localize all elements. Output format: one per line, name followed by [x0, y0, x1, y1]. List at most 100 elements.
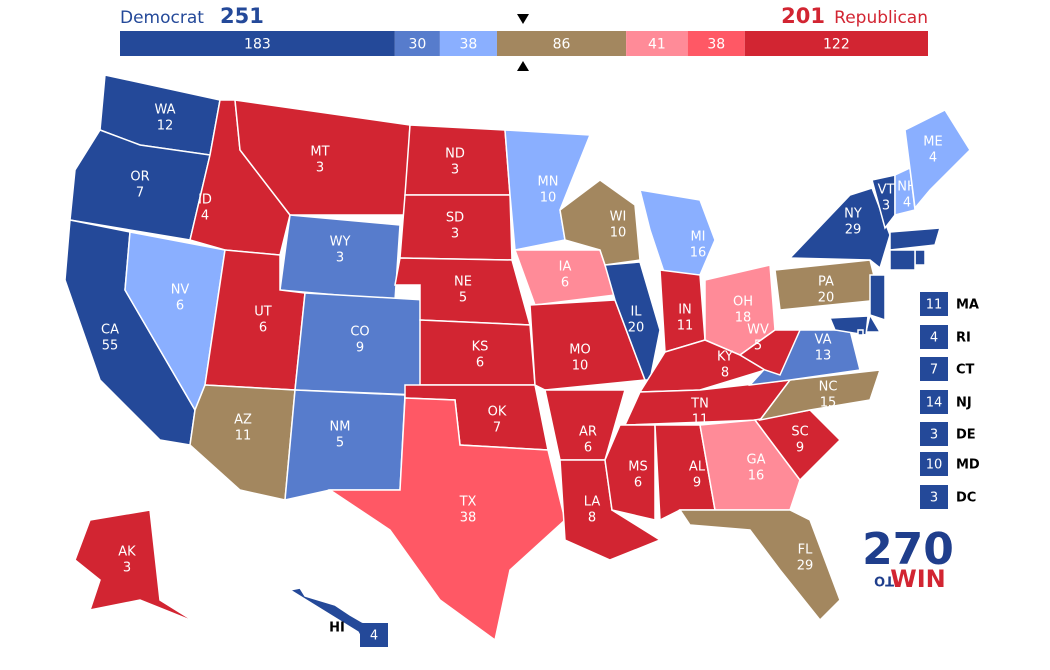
state-abbr: LA — [584, 495, 601, 510]
state-abbr: RI — [956, 331, 971, 346]
midpoint-marker — [517, 14, 529, 24]
state-abbr: OH — [733, 295, 753, 310]
state-abbr: UT — [254, 305, 272, 320]
dem-label: Democrat — [120, 8, 204, 28]
state-votes: 18 — [735, 311, 752, 326]
state-votes: 4 — [930, 331, 938, 346]
logo-number: 270 — [862, 524, 954, 575]
logo: 270 TO WIN — [862, 524, 954, 593]
state-votes: 9 — [356, 341, 364, 356]
state-votes: 20 — [818, 291, 835, 306]
rep-label: Republican — [834, 8, 928, 28]
state-votes: 10 — [610, 226, 627, 241]
state-abbr: CO — [350, 325, 369, 340]
bar-segment-label: 183 — [244, 37, 271, 53]
state-abbr: AR — [579, 425, 597, 440]
state-abbr: WY — [330, 235, 351, 250]
state-votes: 15 — [820, 396, 837, 411]
state-abbr: MO — [569, 343, 590, 358]
state-votes: 29 — [845, 223, 862, 238]
state-votes: 11 — [692, 413, 709, 428]
bar-segment — [687, 31, 745, 56]
state-votes: 3 — [316, 161, 324, 176]
state-votes: 20 — [628, 321, 645, 336]
state — [234, 99, 411, 216]
state-abbr: WV — [747, 323, 769, 338]
state-box — [920, 485, 948, 509]
state-votes: 3 — [930, 428, 938, 443]
state-votes: 10 — [926, 458, 943, 473]
state — [788, 187, 891, 270]
logo-to: TO — [874, 573, 894, 588]
state-votes: 8 — [588, 511, 596, 526]
state-votes: 7 — [136, 186, 144, 201]
state — [699, 419, 801, 511]
state — [678, 509, 841, 622]
state-abbr: GA — [747, 453, 766, 468]
bar-segment-label: 86 — [553, 37, 571, 53]
state-votes: 7 — [930, 363, 938, 378]
state-votes: 6 — [476, 356, 484, 371]
bar-segment-label: 41 — [648, 37, 666, 53]
state-votes: 4 — [370, 629, 378, 644]
state-votes: 10 — [540, 191, 557, 206]
bar-segment-label: 122 — [823, 37, 850, 53]
state-abbr: CA — [101, 323, 119, 338]
state-votes: 9 — [693, 476, 701, 491]
bar-segment — [439, 31, 497, 56]
state-abbr: WI — [610, 210, 627, 225]
state-votes: 16 — [690, 246, 707, 261]
state — [74, 509, 241, 651]
state — [604, 424, 656, 521]
state-votes: 3 — [882, 199, 890, 214]
state-abbr: MD — [956, 458, 980, 473]
state-votes: 3 — [336, 251, 344, 266]
state — [889, 227, 942, 251]
state-votes: 14 — [926, 396, 943, 411]
state-abbr: ID — [198, 193, 212, 208]
state-box — [920, 452, 948, 476]
state-votes: 6 — [584, 441, 592, 456]
state — [559, 179, 641, 266]
state-abbr: MA — [956, 298, 979, 313]
state-abbr: OR — [130, 170, 149, 185]
state — [889, 249, 916, 271]
state-box — [360, 623, 388, 647]
state-votes: 3 — [451, 227, 459, 242]
bar-segment — [744, 31, 928, 56]
state-abbr: MT — [310, 145, 329, 160]
bar-segment-label: 38 — [460, 37, 478, 53]
state-abbr: NM — [330, 420, 351, 435]
bar-segment — [394, 31, 440, 56]
state-abbr: VA — [815, 333, 832, 348]
state-abbr: HI — [329, 621, 345, 636]
dem-total: 251 — [220, 4, 264, 28]
state-abbr: WA — [154, 103, 175, 118]
state-abbr: DC — [956, 491, 976, 506]
state-abbr: CT — [956, 363, 975, 378]
state-abbr: AL — [689, 460, 706, 475]
state-votes: 7 — [493, 421, 501, 436]
state-votes: 6 — [561, 276, 569, 291]
bar-segment-label: 30 — [408, 37, 426, 53]
state-abbr: IN — [678, 303, 692, 318]
bar-segment — [496, 31, 627, 56]
state-votes: 55 — [102, 339, 119, 354]
state-box — [920, 325, 948, 349]
state-votes: 11 — [677, 319, 694, 334]
state-abbr: SD — [446, 211, 464, 226]
state-abbr: AZ — [234, 413, 252, 428]
state-abbr: AK — [118, 545, 136, 560]
state-votes: 10 — [572, 359, 589, 374]
state — [865, 313, 882, 333]
state-abbr: DE — [956, 428, 976, 443]
state-box — [920, 422, 948, 446]
state-abbr: FL — [798, 543, 813, 558]
state-votes: 16 — [748, 469, 765, 484]
state-votes: 11 — [926, 298, 943, 313]
state-votes: 6 — [634, 476, 642, 491]
state-abbr: NC — [819, 380, 838, 395]
state-votes: 3 — [451, 163, 459, 178]
state — [327, 397, 566, 642]
